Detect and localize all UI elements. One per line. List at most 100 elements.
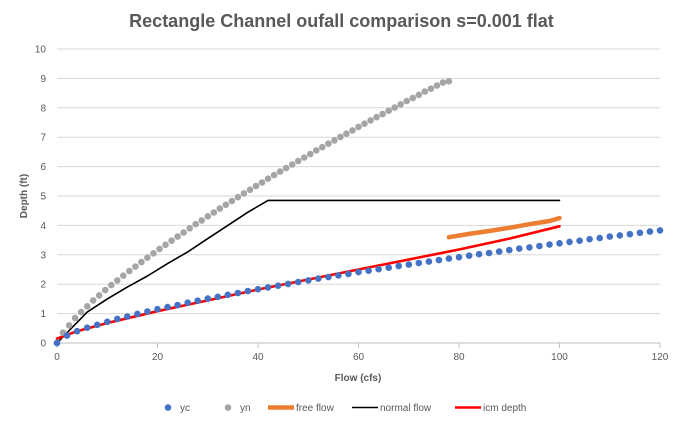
point-yn [337, 133, 344, 141]
series-free-flow [446, 215, 562, 240]
point-yn [373, 113, 380, 121]
point-yc [355, 268, 362, 276]
point-yc [93, 321, 101, 329]
point-yn [192, 220, 199, 228]
legend: yc yn free flow normal flow icm depth [164, 403, 526, 414]
point-yc [485, 249, 493, 257]
series-normal-flow [56, 199, 561, 344]
point-yc [305, 277, 312, 284]
point-yn [120, 272, 127, 280]
point-yn [361, 120, 368, 127]
point-yn [288, 161, 296, 168]
point-yn [313, 147, 320, 154]
point-yc [254, 285, 262, 293]
point-yc [274, 282, 282, 290]
point-yn [186, 225, 193, 232]
point-yn [101, 286, 109, 294]
point-yn [174, 233, 181, 240]
point-yn [391, 104, 399, 111]
point-yc [154, 305, 161, 313]
point-yn [325, 140, 332, 147]
point-yn [439, 79, 447, 86]
point-yn [433, 82, 441, 89]
point-yc [63, 332, 71, 339]
point-yn [415, 91, 423, 99]
series-yn [53, 78, 453, 347]
point-yn [156, 245, 163, 253]
point-yn [307, 150, 314, 158]
point-yn [409, 94, 417, 102]
point-yn [300, 154, 308, 161]
point-yn [150, 250, 157, 257]
legend-item-normal-flow: normal flow [352, 403, 432, 414]
point-yc [174, 301, 181, 309]
point-yc [224, 291, 232, 299]
point-yc [204, 295, 212, 302]
point-yn [379, 110, 386, 118]
point-yc [234, 289, 242, 297]
y-tick-label: 2 [40, 280, 46, 291]
point-yn [65, 322, 73, 329]
y-tick-label: 10 [35, 45, 47, 56]
gridlines [57, 48, 660, 315]
series-layer [53, 78, 664, 347]
series-yc [53, 227, 664, 347]
point-yc [284, 280, 292, 288]
legend-item-yc: yc [164, 403, 190, 414]
point-yn [246, 186, 254, 194]
point-yc [576, 237, 583, 244]
x-tick-label: 120 [652, 352, 669, 363]
y-tick-label: 1 [40, 309, 46, 320]
point-yn [204, 213, 212, 220]
point-yc [626, 230, 634, 238]
point-yc [144, 308, 151, 315]
point-yc [516, 245, 523, 252]
point-yn [71, 314, 79, 322]
y-tick-label: 6 [40, 162, 46, 173]
point-yc [335, 272, 342, 279]
point-yc [214, 293, 222, 301]
point-yn [168, 237, 175, 244]
x-tick-label: 40 [252, 352, 264, 363]
legend-item-free-flow: free flow [268, 403, 335, 414]
point-yn [198, 217, 205, 224]
point-yn [138, 258, 145, 266]
point-yc [616, 232, 624, 239]
point-yc [325, 273, 332, 281]
point-yc [124, 313, 131, 320]
point-yn [264, 175, 272, 182]
point-yn [180, 229, 187, 236]
point-yn [397, 101, 405, 108]
y-tick-label: 7 [40, 133, 46, 144]
point-yn [89, 297, 97, 304]
point-yc [134, 310, 141, 318]
point-yn [216, 205, 224, 212]
legend-label-yc: yc [180, 403, 190, 414]
point-yn [210, 209, 218, 216]
y-axis-title: Depth (ft) [19, 174, 30, 218]
point-yc [475, 250, 483, 258]
legend-marker-yn [224, 404, 232, 411]
point-yn [240, 190, 248, 197]
point-yn [132, 263, 139, 270]
series-line-normal-flow [56, 199, 561, 344]
point-yc [465, 252, 473, 259]
point-yc [425, 258, 433, 265]
point-yn [126, 267, 133, 275]
y-tick-label: 5 [40, 192, 46, 203]
point-yn [252, 182, 260, 190]
point-yn [83, 303, 91, 310]
point-yn [349, 127, 356, 134]
point-yc [656, 227, 664, 234]
point-yn [427, 85, 435, 92]
legend-label-yn: yn [240, 403, 251, 414]
point-yc [415, 259, 423, 267]
point-yc [114, 315, 121, 323]
legend-label-free-flow: free flow [296, 403, 335, 414]
point-yc [435, 256, 443, 264]
point-yn [331, 137, 338, 144]
point-yc [556, 240, 563, 247]
point-yn [445, 78, 453, 85]
